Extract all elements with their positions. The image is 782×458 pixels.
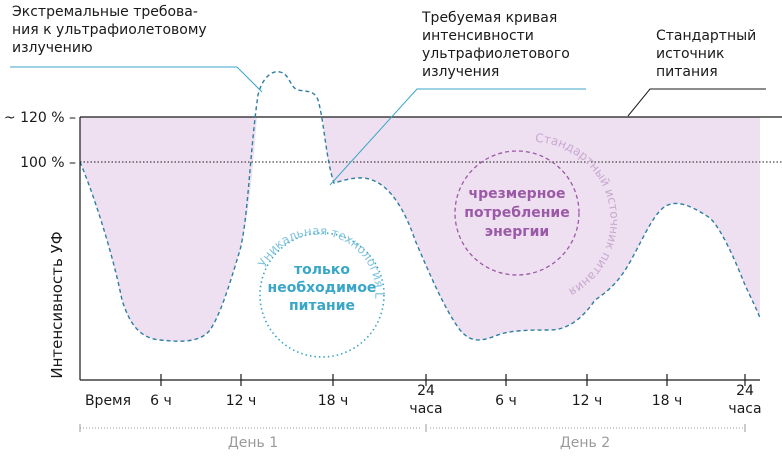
tick-label: 24	[736, 383, 754, 399]
day1-label: День 1	[228, 435, 278, 451]
tick-label: 12 ч	[226, 393, 257, 409]
extreme-callout-line	[10, 66, 263, 93]
tick-label: 24	[417, 383, 435, 399]
excess-label-line3: энергии	[485, 224, 549, 240]
required-curve-callout-line4: излучения	[422, 64, 499, 80]
tick-label: 6 ч	[150, 393, 172, 409]
x-start-label: Время	[85, 393, 131, 409]
standard-source-callout-line1: Стандартный	[656, 28, 756, 44]
standard-source-circle	[454, 150, 580, 276]
extreme-callout-line3: излучению	[12, 40, 93, 56]
tick-label: 18 ч	[652, 393, 683, 409]
extreme-callout-line2: ния к ультрафиолетовому	[12, 22, 207, 38]
lifeage-circle	[259, 232, 385, 358]
extreme-callout-line1: Экстремальные требова-	[12, 4, 198, 20]
lifeage-label-line3: питание	[289, 298, 355, 314]
level-120-label: ~ 120 % –	[4, 110, 76, 126]
standard-source-callout-line2: источник	[656, 46, 725, 62]
required-curve-callout-line	[329, 88, 586, 186]
required-curve-callout-line2: интенсивности	[422, 28, 534, 44]
standard-source-callout-line	[627, 88, 766, 117]
tick-label: 6 ч	[495, 393, 517, 409]
lifeage-label-line2: необходимое	[268, 280, 377, 296]
excess-label-line1: чрезмерное	[468, 186, 565, 202]
tick-label-second-line: часа	[728, 401, 761, 417]
day-brackets	[79, 424, 746, 432]
tick-label: 18 ч	[318, 393, 349, 409]
y-axis-title: Интенсивность УФ	[48, 231, 66, 378]
required-uv-curve	[79, 71, 761, 342]
excess-energy-area	[80, 117, 760, 342]
excess-label-line2: потребление	[464, 205, 569, 221]
day2-label: День 2	[560, 435, 610, 451]
x-tick-labels: 6 ч 12 ч 18 ч 24 часа 6 ч 12 ч 18 ч 24 ч…	[150, 383, 761, 417]
required-curve-callout-line3: ультрафиолетового	[422, 46, 570, 62]
tick-label-second-line: часа	[409, 401, 442, 417]
tick-label: 12 ч	[572, 393, 603, 409]
level-100-label: 100 % –	[20, 155, 76, 171]
required-curve-callout-line1: Требуемая кривая	[421, 10, 557, 26]
lifeage-label-line1: только	[294, 262, 350, 278]
standard-source-callout-line3: питания	[656, 64, 718, 80]
x-ticks	[160, 374, 746, 386]
